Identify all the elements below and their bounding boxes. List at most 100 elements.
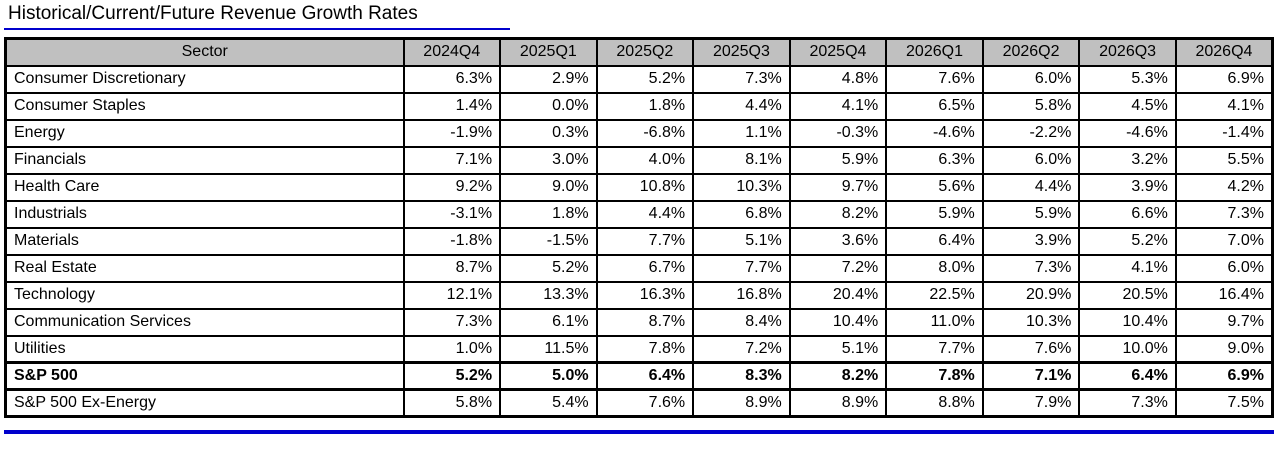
table-row: S&P 500 Ex-Energy 5.8% 5.4% 7.6% 8.9% 8.9% 8.8… [4,388,1274,418]
value-cell: 16.8% [692,280,791,310]
value-cell: 9.0% [499,172,598,202]
value-cell: 4.2% [1174,172,1274,202]
value-cell: -1.5% [499,226,598,256]
value-cell: 10.4% [1078,307,1177,337]
sector-cell: S&P 500 Ex-Energy [4,388,405,418]
table-row: Industrials -3.1% 1.8% 4.4% 6.8% 8.2% 5.9% 5.9%… [4,199,1274,229]
value-cell: -1.4% [1174,118,1274,148]
sector-cell: Real Estate [4,253,405,283]
value-cell: 8.4% [692,307,791,337]
revenue-growth-table: Sector 2024Q4 2025Q1 2025Q2 2025Q3 2025Q4 2026… [4,37,1274,418]
value-cell: 7.0% [1174,226,1274,256]
value-cell: -3.1% [402,199,502,229]
value-cell: 7.7% [692,253,791,283]
table-body: Consumer Discretionary 6.3% 2.9% 5.2% 7.3% 4.… [4,64,1274,418]
value-cell: 5.2% [499,253,598,283]
sector-cell: Materials [4,226,405,256]
title-underline [4,28,510,30]
value-cell: 5.2% [402,361,502,391]
value-cell: 0.0% [499,91,598,121]
value-cell: 5.8% [402,388,502,418]
value-cell: 7.3% [1078,388,1177,418]
value-cell: -6.8% [595,118,695,148]
value-cell: 7.5% [1174,388,1274,418]
value-cell: 8.7% [595,307,695,337]
value-cell: -2.2% [981,118,1081,148]
value-cell: 6.4% [1078,361,1177,391]
value-cell: 5.1% [788,334,888,364]
sector-cell: Health Care [4,172,405,202]
value-cell: 12.1% [402,280,502,310]
value-cell: 5.2% [595,64,695,94]
value-cell: 6.0% [981,145,1081,175]
value-cell: 5.6% [885,172,984,202]
value-cell: 6.7% [595,253,695,283]
value-cell: 4.5% [1078,91,1177,121]
value-cell: 22.5% [885,280,984,310]
value-cell: 10.0% [1078,334,1177,364]
value-cell: 5.1% [692,226,791,256]
value-cell: 10.3% [692,172,791,202]
quarter-column-header: 2025Q3 [692,37,791,67]
value-cell: 10.4% [788,307,888,337]
table-row: Health Care 9.2% 9.0% 10.8% 10.3% 9.7% 5.6% 4.4… [4,172,1274,202]
value-cell: 7.9% [981,388,1081,418]
value-cell: 7.6% [981,334,1081,364]
value-cell: 20.5% [1078,280,1177,310]
quarter-column-header: 2026Q2 [981,37,1081,67]
value-cell: 7.3% [1174,199,1274,229]
value-cell: 8.8% [885,388,984,418]
value-cell: 9.2% [402,172,502,202]
table-row: Consumer Staples 1.4% 0.0% 1.8% 4.4% 4.1% 6.5%… [4,91,1274,121]
value-cell: 6.4% [885,226,984,256]
value-cell: -1.9% [402,118,502,148]
value-cell: 2.9% [499,64,598,94]
value-cell: 4.1% [1078,253,1177,283]
value-cell: 3.9% [981,226,1081,256]
value-cell: 6.3% [885,145,984,175]
value-cell: 11.5% [499,334,598,364]
value-cell: 7.2% [692,334,791,364]
table-row: Financials 7.1% 3.0% 4.0% 8.1% 5.9% 6.3% 6.0% 3.… [4,145,1274,175]
value-cell: 6.1% [499,307,598,337]
quarter-column-header: 2025Q4 [788,37,888,67]
quarter-column-header: 2026Q4 [1174,37,1274,67]
sector-cell: Consumer Staples [4,91,405,121]
sector-cell: Technology [4,280,405,310]
value-cell: 5.2% [1078,226,1177,256]
value-cell: 16.4% [1174,280,1274,310]
bottom-double-rule [4,430,1274,434]
value-cell: 7.1% [402,145,502,175]
value-cell: 5.8% [981,91,1081,121]
value-cell: 5.4% [499,388,598,418]
header-row: Sector 2024Q4 2025Q1 2025Q2 2025Q3 2025Q4 2026… [4,37,1274,67]
quarter-column-header: 2026Q3 [1078,37,1177,67]
value-cell: 3.2% [1078,145,1177,175]
value-cell: 5.3% [1078,64,1177,94]
table-row: Energy -1.9% 0.3% -6.8% 1.1% -0.3% -4.6% -2.2% -… [4,118,1274,148]
value-cell: -4.6% [1078,118,1177,148]
page-title: Historical/Current/Future Revenue Growth… [8,3,418,24]
value-cell: 7.8% [885,361,984,391]
quarter-column-header: 2025Q1 [499,37,598,67]
quarter-column-header: 2025Q2 [595,37,695,67]
table-row: S&P 500 5.2% 5.0% 6.4% 8.3% 8.2% 7.8% 7.1% 6.4% 6… [4,361,1274,391]
value-cell: 6.9% [1174,64,1274,94]
sector-cell: Financials [4,145,405,175]
value-cell: 5.9% [885,199,984,229]
value-cell: 7.7% [595,226,695,256]
value-cell: -4.6% [885,118,984,148]
value-cell: 8.9% [788,388,888,418]
value-cell: 3.0% [499,145,598,175]
value-cell: 7.6% [885,64,984,94]
value-cell: 5.0% [499,361,598,391]
sector-cell: Energy [4,118,405,148]
sector-cell: Consumer Discretionary [4,64,405,94]
sector-cell: Utilities [4,334,405,364]
value-cell: 1.1% [692,118,791,148]
value-cell: 8.2% [788,199,888,229]
value-cell: 5.5% [1174,145,1274,175]
value-cell: 4.4% [692,91,791,121]
value-cell: 7.1% [981,361,1081,391]
value-cell: 6.6% [1078,199,1177,229]
